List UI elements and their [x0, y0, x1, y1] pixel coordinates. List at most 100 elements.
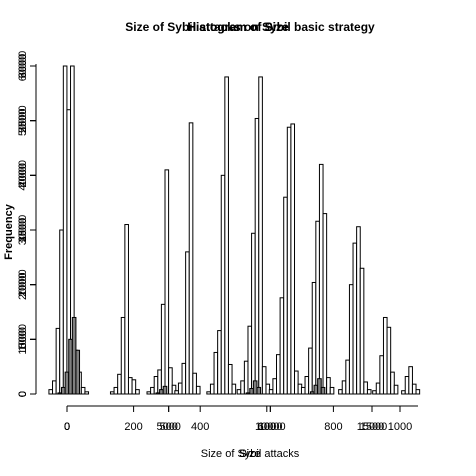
bar-4-4: [220, 174, 226, 395]
x-tick-label-0-4: 800: [324, 421, 342, 433]
dark-bar-0-3: [68, 338, 73, 395]
bar-7-6: [322, 213, 328, 395]
y-tick-label-1-3: 3000: [17, 218, 29, 242]
bar-7-8: [329, 386, 335, 395]
bar-10-3: [411, 383, 417, 395]
dark-bar-2-2: [252, 380, 258, 395]
y-tick-label-2-4: 40000: [17, 160, 29, 191]
bar-9-0: [372, 390, 377, 395]
bar-0-9: [80, 386, 86, 395]
bar-9-5: [390, 371, 395, 395]
bar-10-1: [404, 376, 410, 395]
dark-bar-0-4: [71, 316, 77, 395]
bar-9-2: [379, 355, 384, 395]
bar-10-4: [415, 389, 421, 395]
bar-0-3: [59, 229, 64, 395]
bar-8-1: [341, 380, 347, 395]
bar-1-6: [131, 379, 137, 395]
dark-bar-2-3: [256, 386, 262, 395]
x-tick-label-2-1: 5000: [156, 421, 180, 433]
bar-7-1: [304, 376, 310, 395]
x-tick-label-0-5: 1000: [388, 421, 412, 433]
x-tick-label-1-0: 0: [64, 421, 70, 433]
x-axis-label-1: Size of Sybil attacks: [201, 448, 300, 460]
bar-2-6: [168, 367, 173, 395]
y-tick-label-2-3: 30000: [17, 215, 29, 246]
bar-9-3: [382, 316, 388, 395]
bar-4-7: [231, 383, 237, 395]
bar-0-2: [55, 327, 61, 395]
dark-bar-1-1: [159, 389, 164, 395]
bar-3-4: [188, 122, 194, 395]
y-tick-label-1-2: 2000: [17, 272, 29, 296]
dark-bar-3-0: [309, 391, 315, 395]
bar-6-2: [276, 354, 281, 395]
bar-9-6: [393, 384, 399, 395]
dark-bar-0-2: [64, 371, 70, 395]
dark-bar-0-0: [57, 392, 63, 395]
y-tick-label-0-3: 1500: [17, 218, 29, 242]
bar-1-4: [124, 224, 129, 395]
bar-6-7: [294, 370, 299, 395]
bar-10-0: [401, 390, 406, 395]
bar-5-5: [254, 117, 260, 395]
dark-bar-3-2: [317, 378, 322, 395]
bar-9-1: [375, 382, 381, 395]
bar-2-1: [150, 386, 155, 395]
y-tick-label-1-1: 1000: [17, 327, 29, 351]
y-tick-label-0-2: 1000: [17, 272, 29, 296]
y-tick-label-0-1: 500: [17, 330, 29, 348]
y-tick-label-0-5: 2500: [17, 108, 29, 132]
x-tick-label-2-3: 15000: [357, 421, 388, 433]
bar-3-6: [195, 385, 201, 395]
x-tick-label-2-2: 10000: [255, 421, 286, 433]
bar-7-0: [300, 386, 306, 395]
bar-10-2: [408, 366, 413, 395]
y-axis-label: Frequency: [3, 203, 15, 260]
y-tick-label-1-4: 4000: [17, 163, 29, 187]
bar-2-5: [164, 169, 170, 395]
bar-8-4: [352, 242, 358, 395]
bar-7-3: [311, 281, 317, 395]
dark-bar-0-5: [75, 349, 81, 395]
bar-3-3: [185, 251, 190, 395]
x-tick-label-0-1: 200: [124, 421, 142, 433]
bar-1-5: [127, 377, 133, 395]
bar-0-10: [84, 391, 90, 395]
dark-bar-0-1: [61, 386, 66, 395]
chart-title-3: Histogram of Size: [187, 20, 289, 34]
bar-6-5: [286, 126, 292, 395]
bar-7-7: [326, 377, 331, 395]
bar-1-1: [113, 386, 119, 395]
bar-1-3: [120, 316, 126, 395]
x-tick-label-0-3: 600: [258, 421, 276, 433]
bar-7-5: [318, 163, 324, 395]
bar-4-5: [224, 76, 229, 395]
bar-5-8: [265, 383, 271, 395]
x-tick-label-0-0: 0: [64, 421, 70, 433]
bar-6-3: [279, 297, 285, 395]
bar-2-4: [160, 303, 166, 395]
x-tick-label-1-1: 500: [160, 421, 178, 433]
bar-0-1: [52, 380, 57, 395]
bar-8-3: [348, 284, 354, 395]
bar-6-1: [272, 378, 278, 395]
bar-0-4: [62, 65, 68, 395]
bar-5-2: [243, 360, 249, 395]
bar-1-7: [135, 389, 140, 395]
bar-2-7: [171, 384, 177, 395]
bar-5-1: [240, 380, 245, 395]
bar-6-4: [283, 196, 288, 395]
y-tick-label-2-5: 50000: [17, 105, 29, 136]
bar-5-7: [261, 366, 267, 395]
x-axis-label-3: Size: [239, 448, 260, 460]
bar-7-4: [315, 220, 320, 395]
x-tick-label-1-2: 1000: [258, 421, 282, 433]
bar-3-2: [181, 362, 187, 395]
bar-5-4: [251, 232, 256, 395]
bar-3-1: [177, 382, 183, 395]
y-tick-label-1-0: 0: [17, 391, 29, 397]
bar-4-3: [217, 330, 222, 395]
